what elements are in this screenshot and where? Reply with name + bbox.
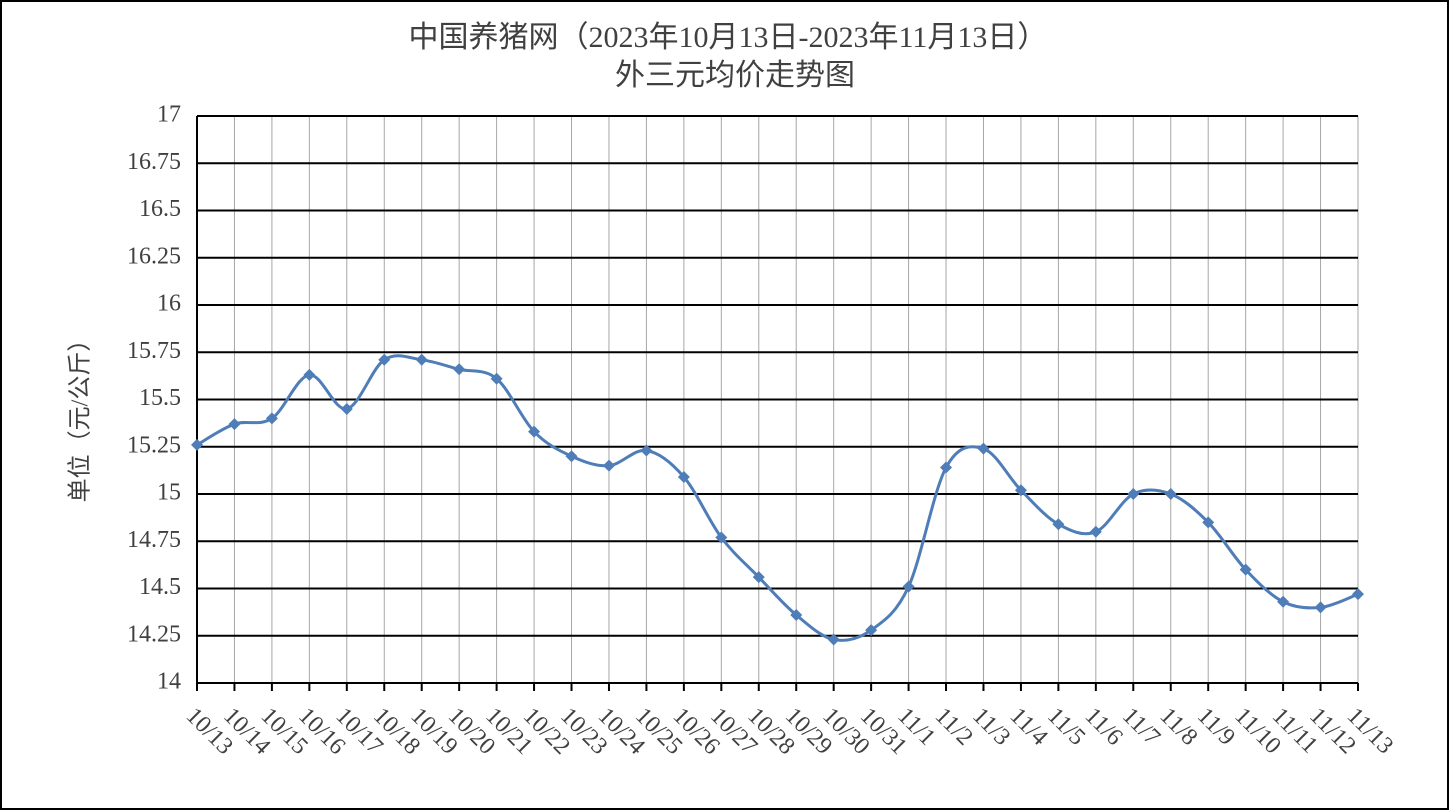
marker xyxy=(602,459,615,472)
marker xyxy=(528,425,541,438)
marker xyxy=(1014,484,1027,497)
y-tick-label: 16.75 xyxy=(127,149,181,175)
y-tick-label: 16 xyxy=(157,291,181,317)
marker xyxy=(902,580,915,593)
marker xyxy=(1352,588,1364,601)
y-tick-label: 14.75 xyxy=(127,527,181,553)
marker xyxy=(1164,488,1177,500)
marker xyxy=(940,461,953,474)
marker xyxy=(1277,595,1290,608)
marker xyxy=(752,571,765,584)
y-axis-label: 单位（元/公斤） xyxy=(67,328,94,503)
marker xyxy=(790,608,803,621)
marker xyxy=(1089,525,1102,538)
marker xyxy=(265,412,278,425)
marker xyxy=(865,624,878,637)
marker xyxy=(340,402,353,415)
marker xyxy=(1052,518,1065,531)
y-tick-label: 15.75 xyxy=(127,338,181,364)
marker xyxy=(565,450,578,463)
marker xyxy=(977,442,990,455)
marker xyxy=(303,368,316,381)
marker xyxy=(378,353,391,366)
marker xyxy=(191,438,203,451)
marker xyxy=(1239,563,1252,576)
y-tick-label: 14 xyxy=(157,669,181,695)
y-tick-label: 15.5 xyxy=(139,385,181,411)
y-tick-label: 15.25 xyxy=(127,432,181,458)
marker xyxy=(827,633,840,646)
y-tick-label: 14.5 xyxy=(139,574,181,600)
marker xyxy=(228,418,241,431)
chart-title: 中国养猪网（2023年10月13日-2023年11月13日） xyxy=(409,21,1048,54)
y-tick-label: 14.25 xyxy=(127,621,181,647)
marker xyxy=(1202,516,1215,529)
marker xyxy=(490,372,503,385)
y-tick-label: 15 xyxy=(157,480,181,506)
marker xyxy=(453,363,466,376)
marker xyxy=(415,353,428,366)
chart-subtitle: 外三元均价走势图 xyxy=(615,59,855,92)
marker xyxy=(715,531,728,544)
y-tick-label: 16.25 xyxy=(127,243,181,269)
y-tick-label: 16.5 xyxy=(139,196,181,222)
marker xyxy=(640,444,653,457)
y-tick-label: 17 xyxy=(157,102,181,128)
marker xyxy=(1127,488,1140,500)
marker xyxy=(1314,601,1327,614)
marker xyxy=(677,470,690,483)
